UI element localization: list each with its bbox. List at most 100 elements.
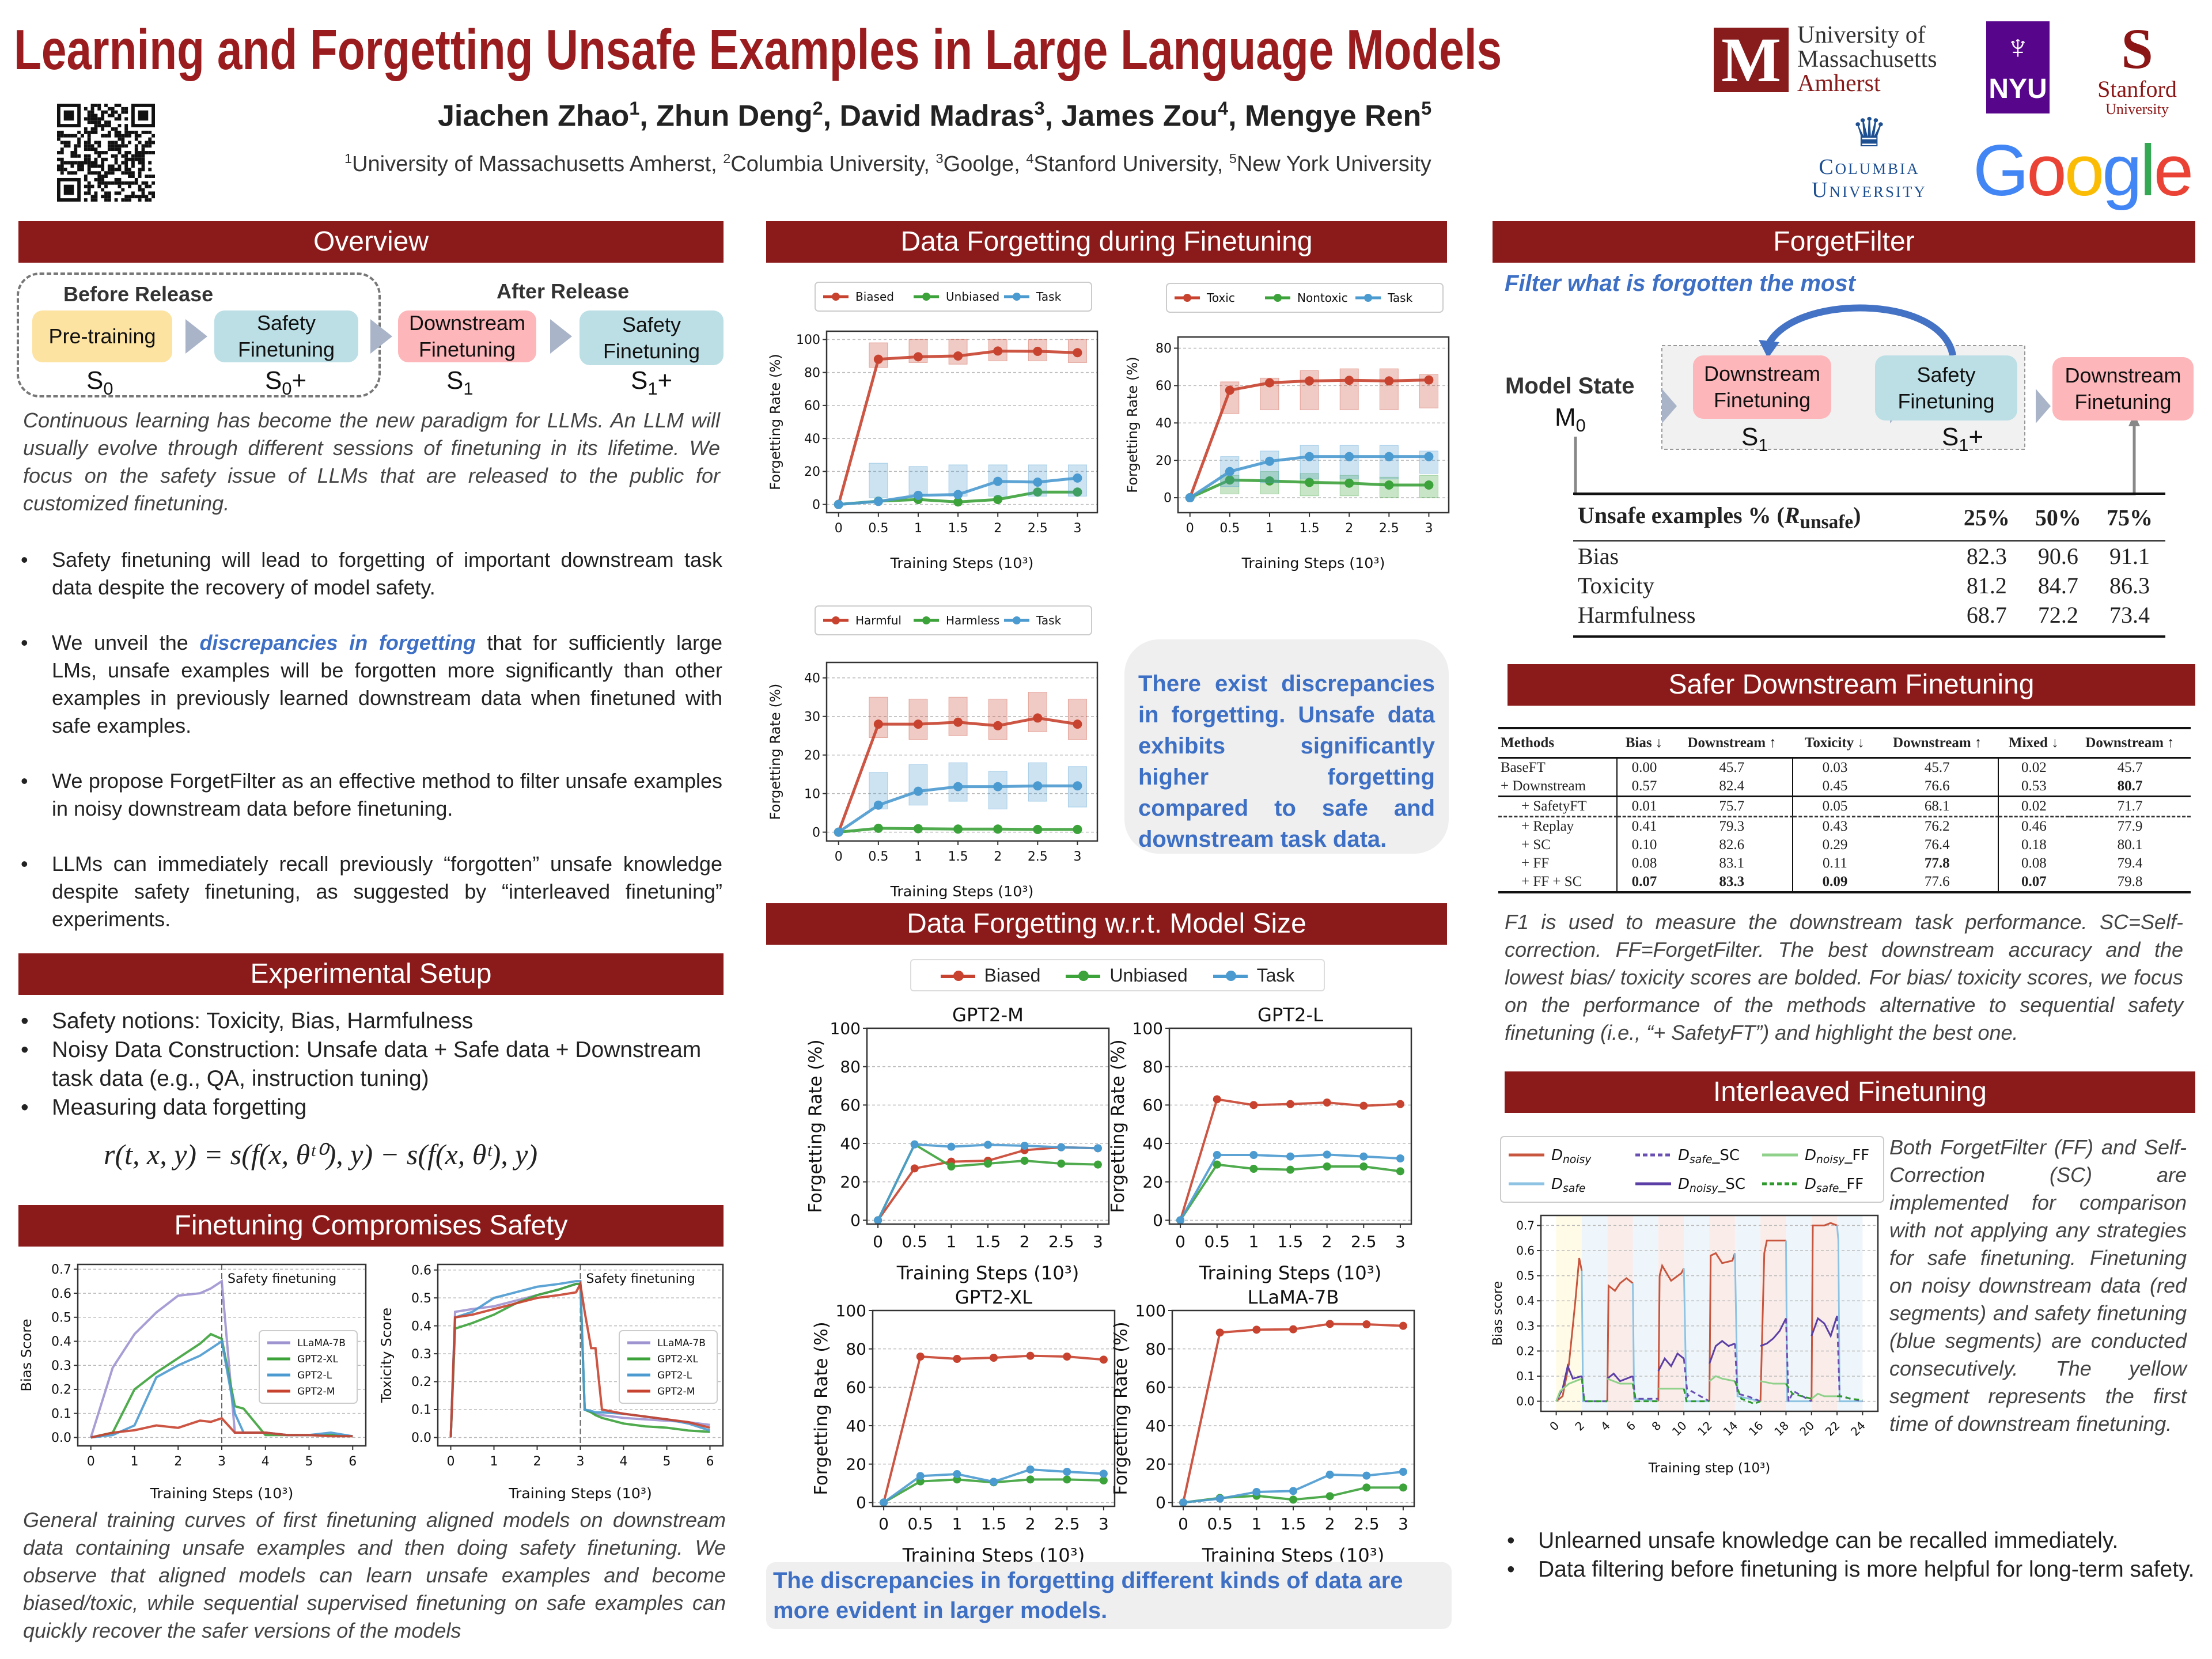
qr-module xyxy=(104,134,108,138)
forgetting-callout: There exist discrepancies in forgetting.… xyxy=(1124,639,1449,854)
y-tick-label: 0.5 xyxy=(411,1291,431,1306)
qr-module xyxy=(148,184,152,188)
y-tick-label: 60 xyxy=(804,399,820,414)
qr-module xyxy=(97,117,101,121)
y-tick-label: 30 xyxy=(804,710,820,724)
qr-module xyxy=(107,120,111,124)
qr-module xyxy=(145,175,149,178)
section-header-setup: Experimental Setup xyxy=(18,953,724,995)
table-cell: 86.3 xyxy=(2109,573,2150,599)
qr-code[interactable] xyxy=(56,104,156,202)
data-point xyxy=(873,719,883,729)
data-point xyxy=(1033,487,1043,497)
author-name: Jiachen Zhao xyxy=(438,99,630,133)
legend-item: Biased xyxy=(940,965,1040,986)
data-point xyxy=(1063,1468,1071,1476)
qr-module xyxy=(87,134,91,138)
table-cell: 0.41 xyxy=(1616,816,1672,836)
legend-label-suffix: _FF xyxy=(1838,1176,1863,1193)
qr-module xyxy=(107,134,111,138)
method-name: + SC xyxy=(1498,836,1618,854)
qr-module xyxy=(134,181,138,185)
umass-logo-line: University of xyxy=(1797,22,1926,48)
y-tick-label: 40 xyxy=(804,432,820,446)
x-tick-label: 2 xyxy=(994,521,1002,536)
qr-module xyxy=(121,110,125,114)
qr-module xyxy=(90,117,94,121)
qr-module xyxy=(74,147,78,151)
qr-module xyxy=(97,177,101,181)
qr-module xyxy=(138,184,142,188)
qr-module xyxy=(118,168,122,172)
qr-module xyxy=(114,104,118,107)
data-point xyxy=(1213,1095,1221,1104)
qr-module xyxy=(101,110,105,114)
data-point xyxy=(1179,1498,1188,1507)
qr-module xyxy=(138,151,142,154)
x-tick-label: 0 xyxy=(87,1455,95,1469)
qr-module xyxy=(84,147,88,151)
method-name: BaseFT xyxy=(1498,757,1618,777)
legend-label-suffix: _FF xyxy=(1844,1147,1869,1164)
qr-module xyxy=(118,164,122,168)
legend-label: GPT2-L xyxy=(297,1370,332,1381)
qr-module xyxy=(101,134,105,138)
data-point xyxy=(1344,478,1354,488)
qr-module xyxy=(94,191,98,195)
safer-finetuning-table: Methods Bias ↓ Downstream ↑ Toxicity ↓ Downs… xyxy=(1498,727,2191,893)
data-point xyxy=(1215,1494,1224,1503)
qr-module xyxy=(145,144,149,148)
qr-module xyxy=(57,130,60,134)
y-tick-label: 0.6 xyxy=(411,1263,431,1278)
box-iqr xyxy=(1379,368,1399,411)
segment-band xyxy=(1581,1215,1608,1411)
loop-arrow-icon xyxy=(1764,304,1956,357)
legend-box xyxy=(815,605,1092,635)
stage-pretraining: Pre-training xyxy=(32,310,172,362)
affil-index: 4 xyxy=(1026,151,1034,166)
y-tick-label: 0.3 xyxy=(411,1347,431,1362)
google-logo-letter: g xyxy=(2102,131,2142,211)
y-tick-label: 0.5 xyxy=(51,1310,71,1325)
table-cell: 90.6 xyxy=(2037,543,2078,569)
segment-band xyxy=(1684,1215,1710,1411)
table-cell: 0.00 xyxy=(1631,760,1657,775)
qr-module xyxy=(97,141,101,145)
y-axis-label: Forgetting Rate (%) xyxy=(1111,1321,1131,1495)
affiliation-name: University of Massachusetts Amherst xyxy=(352,152,711,177)
y-tick-label: 0.7 xyxy=(1516,1218,1535,1232)
qr-module xyxy=(145,195,149,199)
y-axis-label: Forgetting Rate (%) xyxy=(811,1321,832,1495)
qr-module xyxy=(124,161,128,165)
data-point xyxy=(1289,1325,1297,1334)
qr-module xyxy=(124,130,128,134)
umass-m-icon: M xyxy=(1714,28,1789,92)
segment-band xyxy=(1734,1215,1761,1411)
overview-bullets: Safety finetuning will lead to forgettin… xyxy=(18,546,722,961)
qr-module xyxy=(84,175,88,178)
overview-bullet: We unveil the discrepancies in forgettin… xyxy=(18,629,722,740)
x-tick-label: 0 xyxy=(447,1455,455,1469)
y-tick-label: 0 xyxy=(856,1493,866,1512)
qr-module xyxy=(94,104,98,107)
qr-module xyxy=(101,117,105,121)
data-point xyxy=(1099,1355,1108,1364)
final-downstream-finetuning-box: Downstream Finetuning xyxy=(2052,357,2194,421)
qr-module xyxy=(94,130,98,134)
qr-module xyxy=(118,177,122,181)
qr-module xyxy=(148,151,152,154)
qr-module xyxy=(87,117,91,121)
data-point xyxy=(1424,452,1434,461)
data-point xyxy=(1362,1483,1371,1492)
qr-module xyxy=(114,191,118,195)
qr-module xyxy=(134,147,138,151)
model-size-conclusion: The discrepancies in forgetting differen… xyxy=(766,1562,1452,1629)
interleaved-chart: 0.00.10.20.30.40.50.60.70 2 4 6 8 10 12 14 16 18 2… xyxy=(1491,1136,1884,1476)
affil-index: 5 xyxy=(1229,151,1237,166)
qr-module xyxy=(141,181,145,185)
data-point xyxy=(1249,1151,1258,1159)
qr-finder xyxy=(131,104,155,128)
x-tick-label: 0 xyxy=(1186,521,1194,536)
box-iqr xyxy=(1220,475,1240,495)
legend-box xyxy=(815,282,1092,312)
